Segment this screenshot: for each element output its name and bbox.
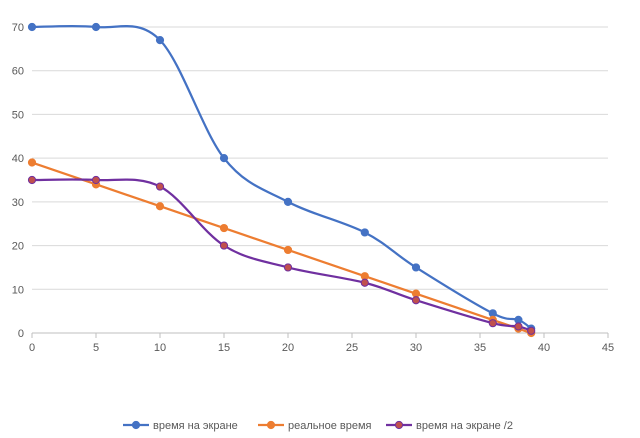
data-point (514, 322, 523, 331)
data-point (360, 228, 369, 237)
data-point (360, 278, 369, 287)
x-tick-label: 10 (154, 342, 166, 354)
data-point (283, 197, 293, 206)
data-point (27, 158, 37, 167)
y-tick-label: 70 (12, 22, 24, 34)
x-tick-label: 20 (282, 342, 294, 354)
legend-label: время на экране /2 (416, 420, 513, 432)
legend-item: реальное время (258, 420, 372, 432)
data-point (283, 245, 293, 255)
data-point (411, 263, 421, 272)
series-line (30, 161, 533, 335)
y-tick-label: 10 (12, 284, 24, 296)
data-point (27, 22, 37, 32)
series-3 (27, 175, 536, 335)
y-tick-label: 50 (12, 109, 24, 121)
series-group (27, 22, 536, 338)
data-point (155, 202, 165, 211)
legend-item: время на экране (123, 420, 238, 432)
legend-label: реальное время (288, 420, 372, 432)
x-tick-label: 5 (93, 342, 99, 354)
data-point (219, 154, 229, 163)
data-point (155, 36, 165, 45)
legend-marker (131, 420, 141, 430)
y-tick-label: 30 (12, 197, 24, 209)
x-tick-label: 25 (346, 342, 358, 354)
series-1 (27, 22, 536, 333)
x-tick-label: 45 (602, 342, 614, 354)
x-tick-label: 30 (410, 342, 422, 354)
y-tick-label: 20 (12, 241, 24, 253)
y-tick-label: 60 (12, 66, 24, 78)
data-point (27, 175, 37, 185)
legend-item: время на экране /2 (386, 420, 513, 432)
data-point (91, 175, 101, 185)
series-line (30, 24, 533, 330)
data-point (488, 319, 497, 328)
data-point (155, 182, 165, 191)
data-point (527, 326, 536, 335)
x-tick-label: 15 (218, 342, 230, 354)
data-point (411, 296, 421, 305)
x-tick-label: 40 (538, 342, 550, 354)
x-tick-label: 0 (29, 342, 35, 354)
data-point (91, 22, 101, 32)
legend: время на экране реальное время время на эк… (123, 420, 513, 432)
legend-label: время на экране (153, 420, 238, 432)
data-point (219, 223, 229, 233)
axes: 0 10 20 30 40 50 60 70 0 5 10 15 20 25 30 35 40 45 (12, 22, 614, 354)
x-tick-label: 35 (474, 342, 486, 354)
legend-marker (266, 420, 276, 430)
series-line (30, 178, 533, 332)
data-point (219, 241, 229, 250)
y-tick-label: 40 (12, 153, 24, 165)
grid-lines (32, 26, 608, 290)
data-point (283, 263, 293, 272)
y-tick-label: 0 (18, 328, 24, 340)
series-2 (27, 158, 536, 338)
legend-marker (394, 420, 404, 430)
